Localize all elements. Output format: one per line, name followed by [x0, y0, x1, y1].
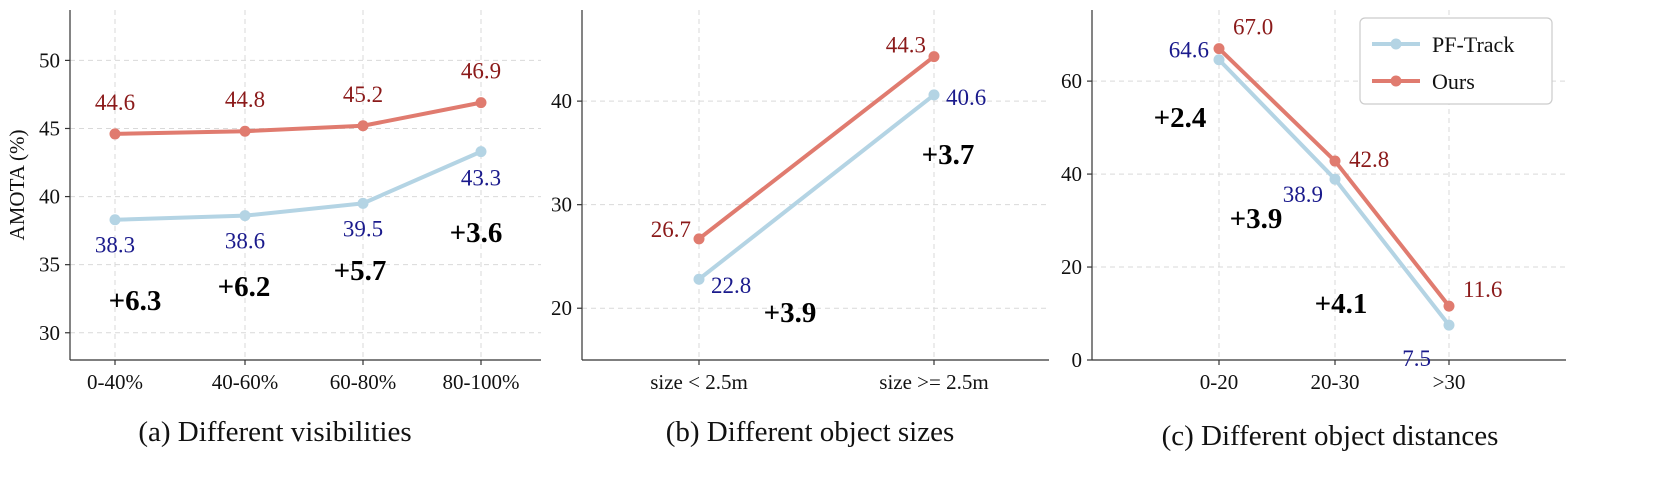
data-label-pf_track: 64.6	[1169, 38, 1209, 63]
data-label-pf_track: 38.9	[1283, 182, 1323, 207]
y-tick-label: 20	[1061, 255, 1082, 279]
y-tick-label: 20	[551, 296, 572, 320]
data-point-pf_track	[693, 273, 705, 285]
data-point-ours	[1213, 43, 1225, 55]
series-line-pf_track	[114, 149, 482, 222]
series-line-pf_track	[697, 93, 936, 281]
data-point-pf_track	[109, 214, 121, 226]
data-label-pf_track: 39.5	[343, 216, 383, 241]
y-tick-label: 0	[1072, 348, 1083, 372]
data-point-pf_track	[239, 210, 251, 222]
data-label-ours: 45.2	[343, 82, 383, 107]
series-line-ours	[114, 100, 482, 136]
y-axis-label: AMOTA (%)	[5, 130, 29, 241]
data-point-pf_track	[1443, 319, 1455, 331]
y-tick-label: 60	[1061, 69, 1082, 93]
gain-annotation: +6.2	[218, 271, 271, 303]
data-label-ours: 42.8	[1349, 147, 1389, 172]
x-tick-label: 60-80%	[330, 370, 397, 394]
chart-panel-1: 30 35 40 45 50 0-40% 40-60% 60-80% 80-100% AMOTA …	[5, 10, 541, 448]
data-point-pf_track	[357, 197, 369, 209]
panel-caption: (b) Different object sizes	[666, 416, 955, 448]
data-label-ours: 44.3	[886, 33, 926, 58]
data-point-ours	[475, 97, 487, 109]
data-label-pf_track: 22.8	[711, 273, 751, 298]
panel-caption: (a) Different visibilities	[138, 416, 411, 448]
data-label-pf_track: 40.6	[946, 85, 986, 110]
data-point-pf_track	[928, 89, 940, 101]
data-label-ours: 26.7	[651, 217, 691, 242]
panel-caption: (c) Different object distances	[1162, 420, 1499, 452]
data-label-pf_track: 38.3	[95, 233, 135, 258]
data-label-ours: 44.8	[225, 87, 265, 112]
x-tick-label: 0-20	[1200, 370, 1239, 394]
x-tick-label: size >= 2.5m	[879, 370, 988, 394]
data-label-ours: 44.6	[95, 90, 135, 115]
legend-marker-ours	[1390, 75, 1402, 87]
legend-label-pf_track: PF-Track	[1432, 32, 1514, 57]
data-point-ours	[239, 125, 251, 137]
data-label-ours: 67.0	[1233, 15, 1273, 40]
y-tick-label: 45	[39, 116, 60, 140]
gain-annotation: +3.9	[764, 297, 817, 329]
x-tick-label: 0-40%	[87, 370, 143, 394]
y-tick-label: 40	[39, 185, 60, 209]
x-tick-label: 20-30	[1311, 370, 1360, 394]
data-point-ours	[1329, 155, 1341, 167]
x-tick-label: size < 2.5m	[650, 370, 748, 394]
data-point-ours	[357, 120, 369, 132]
data-point-ours	[693, 233, 705, 245]
y-tick-label: 40	[1061, 162, 1082, 186]
gain-annotation: +4.1	[1315, 288, 1368, 320]
legend-label-ours: Ours	[1432, 69, 1475, 94]
gain-annotation: +3.9	[1230, 203, 1283, 235]
gain-annotation: +6.3	[109, 285, 162, 317]
legend-marker-pf_track	[1390, 38, 1402, 50]
chart-panel-2: 20 30 40 size < 2.5m size >= 2.5m 22.8 40.6 26.…	[551, 10, 1049, 448]
y-tick-label: 30	[39, 321, 60, 345]
chart-panel-3: 0 20 40 60 0-20 20-30 >30 64.6 38.9 7.5 67.0 42.8 11…	[1061, 10, 1566, 452]
x-tick-label: >30	[1433, 370, 1466, 394]
legend: PF-Track Ours	[1359, 17, 1553, 105]
y-tick-label: 50	[39, 48, 60, 72]
data-label-pf_track: 7.5	[1402, 346, 1431, 371]
series-line-ours	[697, 55, 936, 241]
data-label-ours: 11.6	[1463, 277, 1502, 302]
gain-annotation: +2.4	[1154, 102, 1207, 134]
gain-annotation: +3.6	[450, 217, 503, 249]
x-tick-label: 80-100%	[443, 370, 520, 394]
data-label-pf_track: 43.3	[461, 166, 501, 191]
data-point-ours	[928, 51, 940, 63]
x-tick-label: 40-60%	[212, 370, 279, 394]
data-label-ours: 46.9	[461, 59, 501, 84]
y-tick-label: 40	[551, 89, 572, 113]
gain-annotation: +3.7	[922, 139, 975, 171]
y-tick-label: 35	[39, 253, 60, 277]
y-tick-label: 30	[551, 193, 572, 217]
data-point-ours	[1443, 300, 1455, 312]
gain-annotation: +5.7	[334, 255, 387, 287]
data-point-pf_track	[475, 146, 487, 158]
data-point-ours	[109, 128, 121, 140]
data-point-pf_track	[1213, 54, 1225, 66]
data-label-pf_track: 38.6	[225, 229, 265, 254]
data-point-pf_track	[1329, 173, 1341, 185]
